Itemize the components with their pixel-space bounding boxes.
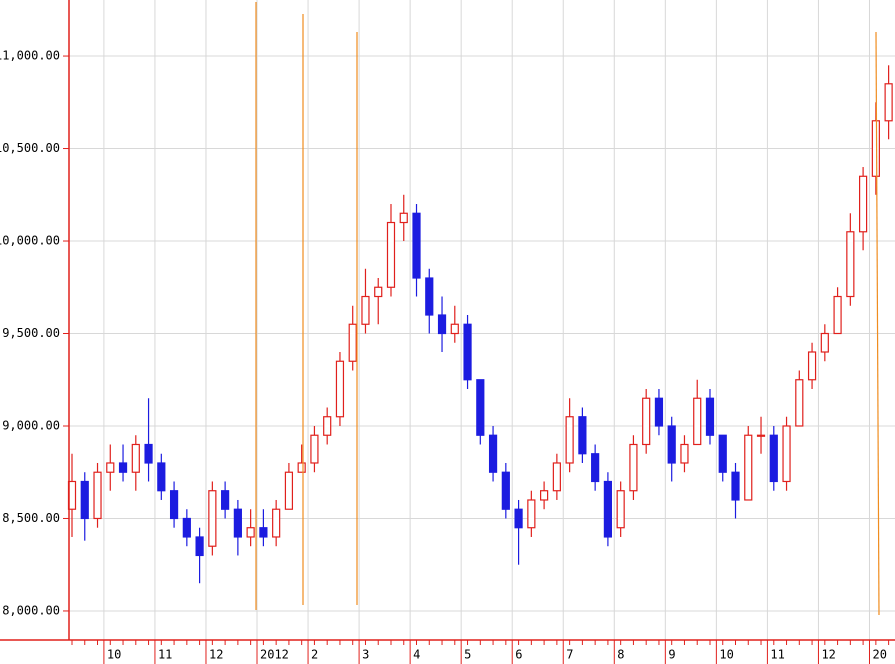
- candle-body: [540, 490, 549, 501]
- candle-body: [335, 360, 345, 418]
- candle-body: [654, 397, 664, 427]
- x-tick-label: 2012: [260, 648, 289, 662]
- candle-body: [386, 221, 396, 288]
- x-tick-label: 9: [668, 648, 675, 662]
- x-tick-label: 12: [209, 648, 223, 662]
- candle-body: [208, 490, 217, 547]
- y-tick-label: 8,500.00: [2, 511, 60, 525]
- x-tick-label: 7: [566, 648, 573, 662]
- y-tick-label: 11,000.00: [0, 49, 60, 63]
- y-tick-label: 10,000.00: [0, 234, 60, 248]
- candle-body: [221, 490, 230, 510]
- candle-body: [565, 416, 574, 464]
- candle-body: [833, 295, 842, 335]
- candle-body: [272, 508, 281, 538]
- candle-body: [284, 471, 294, 510]
- candle-body: [106, 462, 115, 473]
- candle-body: [437, 314, 447, 335]
- candle-body: [744, 434, 753, 501]
- y-tick-label: 9,000.00: [2, 418, 60, 432]
- candle-body: [310, 434, 319, 464]
- candle-body: [846, 231, 855, 298]
- candle-body: [131, 443, 140, 473]
- candle-body: [731, 471, 740, 501]
- candle-body: [552, 462, 561, 492]
- candle-body: [591, 453, 600, 483]
- candle-body: [527, 499, 536, 529]
- candle-body: [807, 351, 817, 381]
- candle-body: [80, 480, 89, 520]
- candle-body: [182, 517, 191, 538]
- candle-body: [144, 443, 153, 464]
- candle-body: [884, 83, 893, 122]
- x-tick-label: 6: [515, 648, 522, 662]
- candle-body: [795, 379, 804, 427]
- candle-body: [501, 471, 510, 510]
- candles: [67, 65, 893, 584]
- axis-labels: 8,000.00 8,500.00 9,000.00 9,500.00 10,000.0…: [0, 49, 890, 664]
- candle-body: [450, 323, 459, 335]
- y-tick-label: 10,500.00: [0, 141, 60, 155]
- candle-body: [642, 397, 651, 446]
- candle-body: [693, 397, 702, 446]
- candle-body: [195, 536, 204, 557]
- candle-body: [603, 480, 613, 538]
- candle-body: [769, 434, 778, 483]
- candle-body: [348, 323, 357, 362]
- candle-body: [476, 379, 485, 436]
- grid: [69, 0, 895, 640]
- candle-body: [361, 295, 370, 325]
- candle-body: [718, 434, 727, 473]
- candle-body: [374, 286, 383, 298]
- candle-body: [629, 443, 638, 492]
- x-tick-label: 2: [311, 648, 318, 662]
- x-tick-label: 10: [107, 648, 121, 662]
- candle-body: [233, 508, 242, 538]
- candle-body: [297, 462, 306, 473]
- candle-body: [169, 490, 179, 520]
- candle-body: [667, 425, 676, 464]
- candle-body: [859, 175, 868, 233]
- candle-body: [705, 397, 715, 436]
- x-tick-label: 11: [158, 648, 172, 662]
- candle-body: [782, 425, 791, 483]
- x-tick-label: 10: [719, 648, 733, 662]
- candle-body: [578, 416, 587, 455]
- candle-body: [246, 527, 255, 538]
- candle-body: [488, 434, 498, 473]
- candle-body: [616, 490, 625, 529]
- candle-body: [323, 416, 332, 436]
- x-tick-label: 11: [770, 648, 784, 662]
- x-tick-label: 3: [362, 648, 369, 662]
- event-line: [875, 31, 880, 616]
- x-tick-label: 8: [617, 648, 624, 662]
- candle-body: [399, 212, 408, 224]
- x-tick-label: 5: [464, 648, 471, 662]
- candle-body: [871, 120, 880, 177]
- y-tick-label: 8,000.00: [2, 603, 60, 617]
- candle-body: [157, 462, 166, 492]
- candle-body: [514, 508, 523, 529]
- candle-body: [463, 323, 472, 381]
- x-tick-label: 12: [821, 648, 835, 662]
- annotation-lines: [255, 2, 880, 616]
- candle-body: [425, 277, 434, 316]
- x-tick-label: 20: [872, 648, 886, 662]
- x-tick-label: 4: [413, 648, 420, 662]
- candle-body: [412, 212, 421, 279]
- candle-body: [93, 471, 102, 520]
- candle-body: [259, 527, 268, 538]
- candle-body: [118, 462, 128, 473]
- candle-body: [820, 332, 829, 353]
- candle-body: [756, 434, 766, 437]
- candle-body: [680, 443, 689, 464]
- y-tick-label: 9,500.00: [2, 326, 60, 340]
